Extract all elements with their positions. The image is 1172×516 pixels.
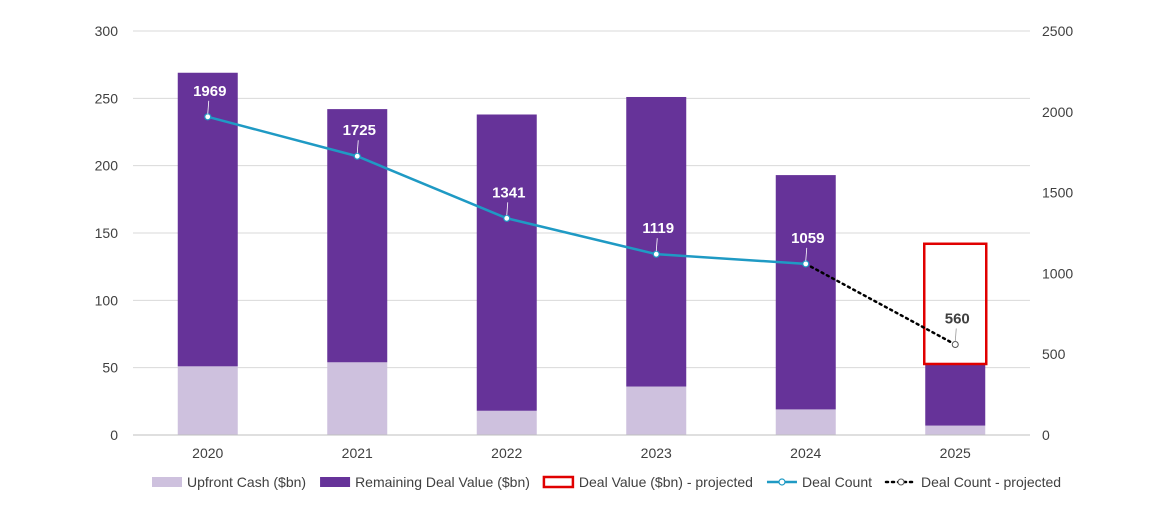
deal-value-projected-outline bbox=[923, 242, 988, 366]
bar-upfront-cash bbox=[327, 362, 388, 435]
bar-remaining-deal-value bbox=[327, 109, 388, 363]
legend-item: Deal Count bbox=[766, 474, 872, 490]
bar-upfront-cash bbox=[177, 366, 238, 435]
y-left-tick-label: 0 bbox=[110, 427, 118, 443]
legend-item: Remaining Deal Value ($bn) bbox=[320, 474, 530, 490]
y-left-tick-label: 200 bbox=[95, 158, 119, 174]
legend-item: Upfront Cash ($bn) bbox=[152, 474, 306, 490]
y-left-tick-label: 300 bbox=[95, 23, 119, 39]
x-tick-label: 2025 bbox=[940, 445, 971, 461]
y-left-tick-label: 250 bbox=[95, 90, 119, 106]
bar-upfront-cash bbox=[476, 410, 537, 435]
lines bbox=[204, 113, 959, 349]
bar-remaining-deal-value bbox=[775, 175, 836, 410]
data-label: 1725 bbox=[343, 122, 376, 139]
legend: Upfront Cash ($bn) Remaining Deal Value (… bbox=[152, 474, 1061, 490]
data-label: 1341 bbox=[492, 184, 525, 201]
x-tick-label: 2024 bbox=[790, 445, 821, 461]
bar-upfront-cash bbox=[925, 425, 986, 435]
data-label-leader bbox=[356, 140, 359, 154]
bar-remaining-deal-value bbox=[925, 364, 986, 426]
data-labels: 1969 1725 1341 1119 1059 560 bbox=[193, 83, 970, 342]
bars bbox=[177, 72, 988, 435]
data-label: 1119 bbox=[642, 220, 674, 237]
bar-upfront-cash bbox=[775, 409, 836, 435]
deal-count-projected-line bbox=[804, 262, 957, 346]
y-left-tick-label: 50 bbox=[102, 360, 118, 376]
data-label: 1059 bbox=[791, 230, 824, 247]
y-right-tick-label: 1000 bbox=[1042, 265, 1073, 281]
deal-count-marker bbox=[802, 260, 810, 268]
data-label-leader bbox=[954, 328, 957, 342]
deal-count-projected-marker bbox=[951, 341, 959, 349]
legend-label: Deal Value ($bn) - projected bbox=[579, 474, 753, 490]
data-label-leader bbox=[655, 238, 658, 252]
legend-item: Deal Value ($bn) - projected bbox=[542, 474, 753, 490]
deal-count-marker bbox=[204, 113, 212, 121]
y-right-tick-label: 1500 bbox=[1042, 185, 1073, 201]
deal-count-marker bbox=[353, 152, 361, 160]
data-label: 1969 bbox=[193, 83, 226, 100]
bar-remaining-deal-value bbox=[476, 114, 537, 411]
y-right-tick-label: 2500 bbox=[1042, 23, 1073, 39]
legend-marker bbox=[897, 478, 905, 486]
y-left-tick-label: 100 bbox=[95, 292, 119, 308]
y-left-tick-label: 150 bbox=[95, 225, 119, 241]
legend-item: Deal Count - projected bbox=[884, 474, 1061, 490]
legend-swatch bbox=[542, 475, 575, 489]
deal-count-marker bbox=[503, 214, 511, 222]
x-tick-label: 2023 bbox=[641, 445, 672, 461]
data-label-leader bbox=[506, 202, 509, 216]
data-label-leader bbox=[805, 247, 808, 261]
legend-label: Deal Count - projected bbox=[921, 474, 1061, 490]
bar-remaining-deal-value bbox=[626, 96, 687, 387]
y-right-tick-label: 500 bbox=[1042, 346, 1066, 362]
legend-swatch bbox=[320, 477, 351, 487]
deal-count-marker bbox=[652, 250, 660, 258]
axes: 0 50 100 150 200 250 300 0 500 1000 1500 2000 2500 20… bbox=[95, 23, 1074, 461]
bar-upfront-cash bbox=[626, 386, 687, 435]
x-tick-label: 2022 bbox=[491, 445, 522, 461]
gridlines bbox=[133, 30, 1030, 369]
y-right-tick-label: 2000 bbox=[1042, 104, 1073, 120]
legend-label: Deal Count bbox=[802, 474, 872, 490]
legend-swatch bbox=[152, 477, 182, 487]
data-label-leader bbox=[207, 100, 210, 114]
x-tick-label: 2020 bbox=[192, 445, 223, 461]
y-right-tick-label: 0 bbox=[1042, 427, 1050, 443]
x-tick-label: 2021 bbox=[342, 445, 373, 461]
data-label: 560 bbox=[945, 311, 970, 328]
legend-marker bbox=[778, 478, 786, 486]
legend-label: Upfront Cash ($bn) bbox=[187, 474, 306, 490]
legend-label: Remaining Deal Value ($bn) bbox=[355, 474, 530, 490]
